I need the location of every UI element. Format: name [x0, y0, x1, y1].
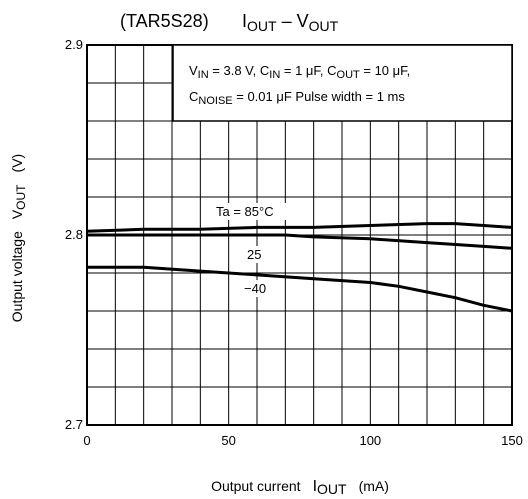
- tick-labels: 0 50 100 150 2.7 2.8 2.9: [65, 37, 523, 448]
- x-tick-label: 100: [359, 433, 381, 448]
- series-label-40: −40: [244, 281, 266, 296]
- conditions-box-bg: [172, 44, 513, 122]
- part-label: (TAR5S28): [120, 11, 209, 31]
- series-label-25-bg: [244, 246, 266, 263]
- cond-vin-sub: IN: [198, 69, 209, 81]
- conditions-line-2: CNOISE = 0.01 μF Pulse width = 1 ms: [189, 89, 405, 107]
- y-tick-label: 2.8: [65, 227, 83, 242]
- cond-cin-val: = 1 μF, C: [280, 63, 336, 78]
- conditions-box: VIN = 3.8 V, CIN = 1 μF, COUT = 10 μF, C…: [172, 44, 513, 122]
- y-axis-label: Output voltage VOUT (V): [9, 154, 28, 322]
- y-axis-symbol: V: [9, 209, 25, 219]
- x-axis-label-text: Output current: [211, 478, 301, 494]
- conditions-line-1: VIN = 3.8 V, CIN = 1 μF, COUT = 10 μF,: [189, 63, 410, 81]
- chart-title: IOUT – VOUT: [242, 11, 339, 34]
- x-axis-unit: (mA): [359, 478, 389, 494]
- chart-title-i: I: [242, 11, 247, 31]
- cond-cout-val: = 10 μF,: [360, 63, 411, 78]
- cond-cin-sub: IN: [269, 69, 280, 81]
- x-tick-label: 150: [501, 433, 523, 448]
- series-line-ta-minus40c: [87, 265, 513, 313]
- series-line-ta-25c: [87, 233, 513, 250]
- series-label-85: Ta = 85°C: [216, 204, 274, 219]
- series-labels: Ta = 85°C 25 −40: [214, 203, 291, 297]
- cond-cout-sub: OUT: [337, 69, 361, 81]
- chart-title-dash: – V: [277, 11, 309, 31]
- x-axis-label: Output current IOUT (mA): [211, 478, 389, 497]
- y-tick-label: 2.7: [65, 417, 83, 432]
- cond-vin-val: = 3.8 V, C: [209, 63, 270, 78]
- y-axis-symbol-sub: OUT: [14, 184, 28, 210]
- y-axis-unit: (V): [9, 154, 25, 173]
- series-label-25: 25: [247, 247, 261, 262]
- series-lines: [86, 222, 513, 313]
- x-tick-label: 0: [83, 433, 90, 448]
- chart-title-i-sub: OUT: [247, 18, 277, 34]
- cond-cnoise-sub: NOISE: [198, 95, 232, 107]
- series-label-85-bg: [214, 203, 291, 220]
- series-line-ta-85c: [86, 222, 513, 233]
- cond-cnoise-val: = 0.01 μF Pulse width = 1 ms: [233, 89, 406, 104]
- chart-title-v-sub: OUT: [309, 18, 339, 34]
- y-tick-label: 2.9: [65, 37, 83, 52]
- cond-vin: V: [189, 63, 198, 78]
- cond-cnoise: C: [189, 89, 198, 104]
- series-label-40-bg: [242, 280, 272, 297]
- x-axis-symbol-sub: OUT: [317, 481, 347, 497]
- x-axis-symbol: I: [313, 478, 317, 495]
- y-axis-label-text: Output voltage: [9, 231, 25, 322]
- x-tick-label: 50: [221, 433, 235, 448]
